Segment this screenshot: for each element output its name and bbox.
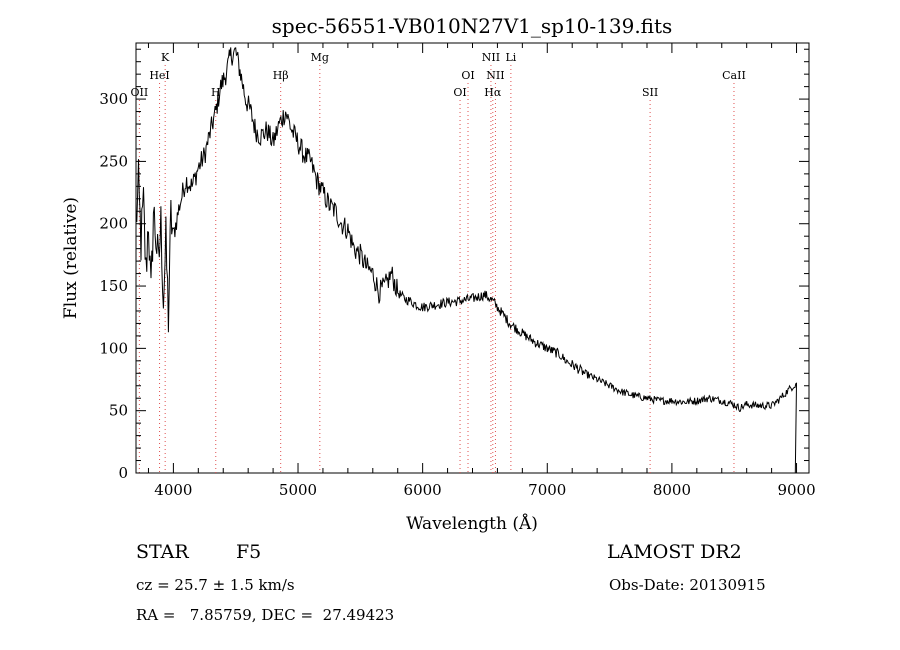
x-tick-label: 9000: [777, 481, 815, 499]
line-marker-label: OI: [461, 69, 474, 82]
line-marker-label: NII: [482, 51, 500, 64]
line-marker-label: Mg: [311, 51, 329, 64]
y-tick-label: 50: [109, 402, 128, 420]
spectrum-series: [135, 47, 798, 474]
line-marker-label: K: [161, 51, 170, 64]
x-tick-label: 5000: [279, 481, 317, 499]
line-marker-label: HeI: [149, 69, 169, 82]
y-tick-label: 300: [99, 90, 128, 108]
plot-frame: [135, 42, 810, 474]
y-tick-label: 100: [99, 339, 128, 357]
line-marker-label: H: [211, 86, 221, 99]
line-marker-label: CaII: [722, 69, 746, 82]
survey-name: LAMOST DR2: [607, 541, 742, 563]
coordinates-text: RA = 7.85759, DEC = 27.49423: [136, 606, 394, 624]
y-tick-label: 150: [99, 277, 128, 295]
object-type: STAR: [136, 541, 189, 563]
line-marker-label: Hα: [484, 86, 502, 99]
x-axis-label: Wavelength (Å): [406, 513, 538, 534]
y-axis-label: Flux (relative): [61, 197, 81, 319]
line-marker-label: Li: [505, 51, 516, 64]
y-tick-label: 200: [99, 215, 128, 233]
x-tick-label: 4000: [154, 481, 192, 499]
line-marker-label: Hβ: [273, 69, 289, 82]
observation-date: Obs-Date: 20130915: [609, 576, 766, 594]
x-tick-label: 8000: [653, 481, 691, 499]
object-subclass: F5: [236, 541, 261, 563]
y-tick-label: 250: [99, 152, 128, 170]
line-marker-label: NII: [486, 69, 504, 82]
line-marker-label: SII: [642, 86, 658, 99]
y-tick-label: 0: [118, 464, 128, 482]
x-tick-label: 7000: [528, 481, 566, 499]
chart-title: spec-56551-VB010N27V1_sp10-139.fits: [272, 14, 673, 38]
line-marker-label: OI: [453, 86, 466, 99]
line-marker-label: OII: [131, 86, 149, 99]
redshift-text: cz = 25.7 ± 1.5 km/s: [136, 576, 295, 594]
axis-ticks: 4000 5000 6000 7000 8000 9000 0 50 100 150 200 250 3…: [99, 43, 816, 499]
x-tick-label: 6000: [404, 481, 442, 499]
